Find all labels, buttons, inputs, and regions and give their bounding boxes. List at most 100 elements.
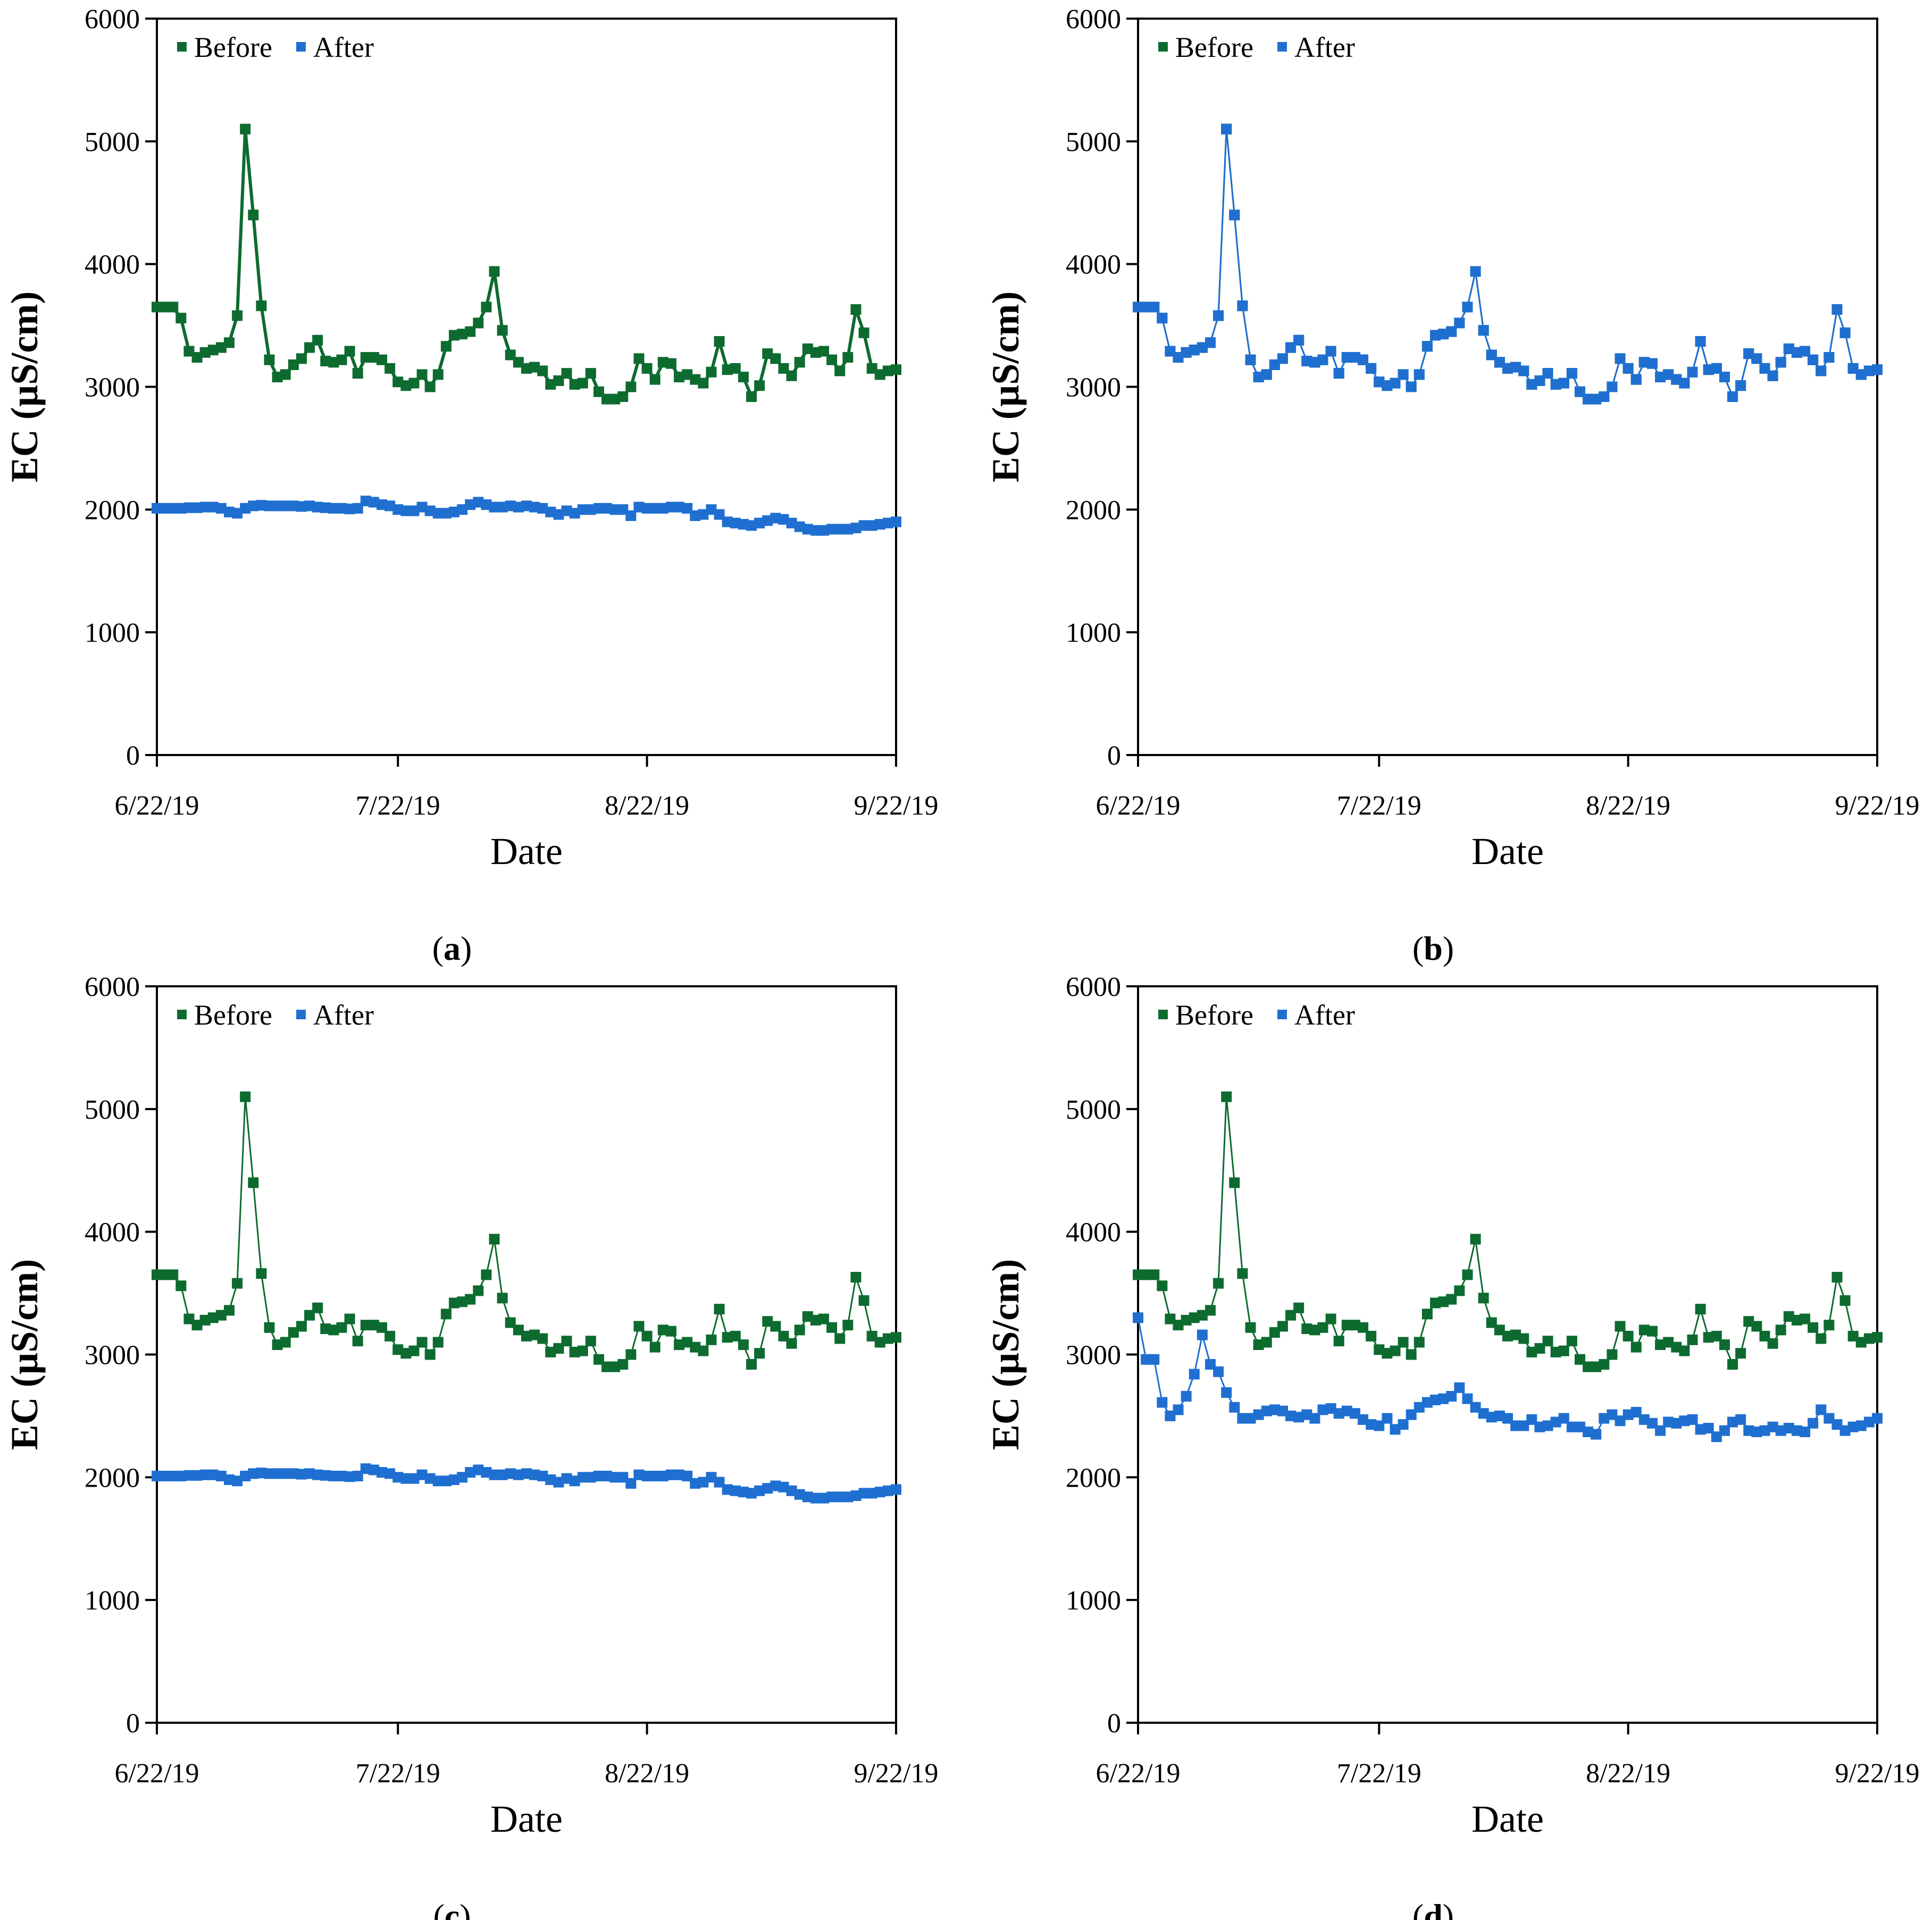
data-point <box>1607 381 1618 392</box>
x-tick-label: 8/22/19 <box>605 791 689 821</box>
data-point <box>449 330 460 341</box>
series-after <box>152 1463 901 1504</box>
data-point <box>722 364 733 375</box>
x-tick-label: 7/22/19 <box>356 791 440 821</box>
data-point <box>794 1489 805 1500</box>
data-point <box>432 508 444 519</box>
data-point <box>160 1471 171 1482</box>
data-point <box>272 372 283 383</box>
data-point <box>1181 347 1192 358</box>
data-point <box>762 348 773 359</box>
data-point <box>690 510 701 521</box>
data-point <box>786 1338 797 1349</box>
data-point <box>232 310 243 321</box>
data-point <box>1438 329 1449 340</box>
data-point <box>505 1468 516 1479</box>
data-point <box>1446 326 1457 337</box>
data-point <box>377 354 388 365</box>
data-point <box>256 1468 267 1479</box>
data-point <box>312 501 323 513</box>
data-point <box>593 1471 604 1482</box>
data-point <box>617 391 629 402</box>
data-point <box>1735 380 1746 391</box>
data-point <box>730 1485 741 1496</box>
legend-marker-before <box>177 1010 187 1019</box>
data-point <box>1743 1316 1754 1327</box>
data-point <box>513 501 524 513</box>
data-point <box>834 524 846 535</box>
data-point <box>794 521 805 532</box>
x-axis-title: Date <box>490 830 563 873</box>
data-point <box>199 501 211 513</box>
data-point <box>1622 363 1634 374</box>
data-point <box>424 505 436 516</box>
y-axis-title: EC (µS/cm) <box>3 291 46 482</box>
data-point <box>746 1488 757 1499</box>
data-point <box>384 1468 396 1479</box>
data-point <box>698 1345 709 1356</box>
legend-label-before: Before <box>194 31 272 63</box>
data-point <box>537 1333 548 1344</box>
data-point <box>1566 1421 1577 1432</box>
data-point <box>714 336 725 347</box>
data-point <box>481 301 492 313</box>
data-point <box>698 509 709 520</box>
data-point <box>505 349 516 360</box>
data-point <box>1358 354 1369 365</box>
data-point <box>392 504 404 515</box>
panel-c: 0 1000 2000 3000 4000 5000 6000 6/22/19 7/22/19 8… <box>3 972 938 1920</box>
data-point <box>1245 354 1256 365</box>
data-point <box>1671 1418 1682 1429</box>
data-point <box>264 354 275 365</box>
data-point <box>1430 1297 1441 1309</box>
data-point <box>336 1471 347 1482</box>
data-point <box>1695 336 1706 347</box>
data-point <box>481 1269 492 1280</box>
data-point <box>617 1359 629 1370</box>
data-point <box>328 1471 339 1482</box>
data-point <box>1735 1414 1746 1425</box>
x-tick-label: 9/22/19 <box>854 1758 939 1789</box>
data-point <box>1205 337 1216 348</box>
data-point <box>1333 1408 1344 1419</box>
data-point <box>1687 1334 1698 1345</box>
data-point <box>223 337 235 348</box>
data-point <box>1221 1091 1232 1102</box>
data-point <box>1285 1310 1297 1321</box>
data-point <box>416 1337 428 1348</box>
data-point <box>1646 358 1658 369</box>
data-point <box>1703 1332 1714 1343</box>
data-point <box>1253 1339 1264 1351</box>
data-point <box>1687 1414 1698 1425</box>
data-point <box>625 1349 637 1360</box>
data-point <box>1181 1390 1192 1402</box>
data-point <box>256 300 267 312</box>
data-point <box>1711 1431 1722 1443</box>
x-tick-label: 6/22/19 <box>1096 791 1181 821</box>
data-point <box>280 1468 291 1479</box>
y-tick-label: 3000 <box>85 373 140 403</box>
x-tick-label: 6/22/19 <box>115 791 199 821</box>
data-point <box>1759 363 1770 374</box>
data-point <box>1366 1330 1377 1342</box>
data-point <box>1309 1413 1320 1424</box>
data-point <box>175 313 187 324</box>
data-point <box>1414 1402 1425 1413</box>
y-tick-label: 0 <box>126 741 140 771</box>
data-point <box>465 499 476 510</box>
y-tick-label: 1000 <box>85 1586 140 1616</box>
data-point <box>1630 1342 1642 1353</box>
data-point <box>690 1478 701 1489</box>
data-point <box>1325 1313 1336 1324</box>
data-point <box>1309 357 1320 368</box>
data-point <box>505 500 516 512</box>
data-point <box>1430 330 1441 341</box>
plot-frame <box>1137 985 1878 1724</box>
x-tick-label: 8/22/19 <box>605 1758 689 1789</box>
data-point <box>1518 1420 1529 1431</box>
data-point <box>1293 334 1304 346</box>
data-point <box>882 1485 893 1496</box>
data-point <box>746 520 757 531</box>
data-point <box>810 347 821 358</box>
data-point <box>296 1469 307 1480</box>
